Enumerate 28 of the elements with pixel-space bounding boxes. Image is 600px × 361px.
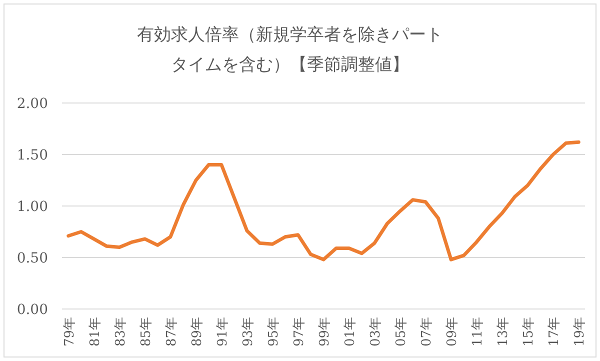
x-tick-label: 83年 xyxy=(113,317,128,347)
x-tick-label: 13年 xyxy=(496,317,512,347)
x-tick-label: 17年 xyxy=(547,317,562,347)
x-tick-label: 07年 xyxy=(420,317,435,347)
x-tick-label: 79年 xyxy=(62,317,78,347)
chart-title: 有効求人倍率（新規学卒者を除きパートタイムを含む）【季節調整値】 xyxy=(137,25,443,75)
x-tick-label: 05年 xyxy=(394,317,410,347)
y-tick-label: 0.00 xyxy=(16,302,48,318)
line-series xyxy=(66,140,580,262)
x-tick-label: 97年 xyxy=(292,317,307,347)
x-tick-label: 99年 xyxy=(318,317,332,347)
x-tick-label: 19年 xyxy=(572,317,588,347)
x-tick-label: 11年 xyxy=(470,317,486,347)
x-tick-label: 81年 xyxy=(88,317,103,347)
x-tick-label: 89年 xyxy=(190,317,205,347)
x-tick-label: 87年 xyxy=(164,317,180,347)
x-tick-label: 09年 xyxy=(445,317,460,347)
x-tick-label: 01年 xyxy=(343,317,358,347)
x-tick-label: 91年 xyxy=(215,317,230,347)
x-tick-label: 03年 xyxy=(368,317,384,347)
x-tick-label: 15年 xyxy=(522,317,537,347)
x-tick-label: 95年 xyxy=(266,317,282,347)
y-tick-label: 2.00 xyxy=(16,96,48,112)
x-tick-label: 93年 xyxy=(240,317,256,347)
x-tick-label: 85年 xyxy=(138,317,154,347)
y-tick-label: 1.50 xyxy=(16,148,48,164)
y-tick-label: 1.00 xyxy=(16,199,48,215)
y-tick-label: 0.50 xyxy=(16,250,48,266)
